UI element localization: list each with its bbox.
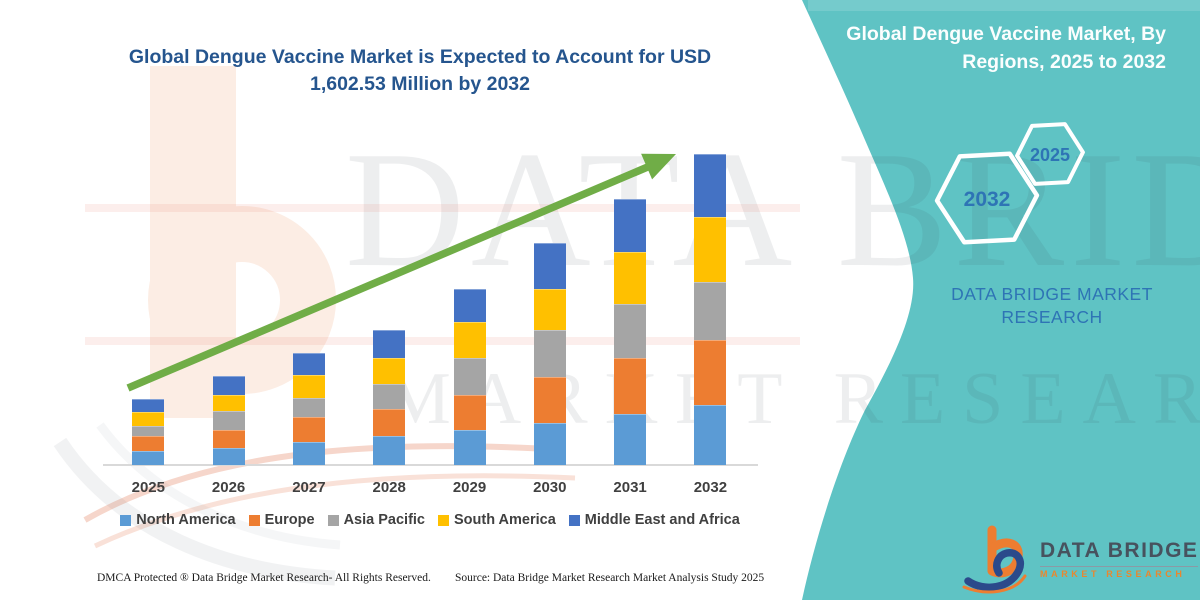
hexagon-2032-label: 2032 — [964, 188, 1011, 211]
right-panel-title-line1: Global Dengue Vaccine Market, By — [846, 23, 1166, 45]
brand-text-line1: DATA BRIDGE MARKET — [951, 284, 1153, 304]
bar-2026 — [212, 376, 245, 465]
bar-2031-south-america — [614, 252, 647, 305]
chart-legend: North America Europe Asia Pacific South Ame… — [95, 512, 765, 528]
bar-2026-europe — [212, 429, 245, 448]
logo-wordmark: DATA BRIDGE — [1040, 539, 1199, 562]
x-axis-label-2029: 2029 — [452, 479, 487, 496]
legend-item-south-america: South America — [438, 512, 556, 528]
year-hexagons: 2032 2025 — [934, 122, 1085, 245]
bar-2031-asia-pacific — [614, 304, 647, 359]
legend-swatch-icon — [568, 514, 580, 526]
dbmr-b-mark-icon — [962, 525, 1027, 594]
legend-label: Europe — [264, 512, 315, 528]
bar-2026-asia-pacific — [212, 411, 245, 430]
bar-2027-north-america — [292, 441, 325, 465]
bar-2032 — [694, 154, 727, 465]
legend-label: North America — [136, 512, 236, 528]
bar-2029-north-america — [453, 430, 486, 465]
bar-2025-north-america — [132, 451, 165, 465]
legend-label: South America — [454, 512, 556, 528]
legend-item-middle-east-and-africa: Middle East and Africa — [568, 512, 740, 528]
bar-2028-north-america — [373, 436, 406, 465]
x-axis-label-2031: 2031 — [613, 479, 647, 496]
bar-2029-europe — [453, 395, 486, 431]
bar-2029-south-america — [453, 321, 486, 358]
x-axis-line — [103, 464, 758, 466]
legend-item-asia-pacific: Asia Pacific — [327, 512, 425, 528]
page-title-line2: 1,602.53 Million by 2032 — [309, 73, 531, 95]
legend-label: Asia Pacific — [343, 512, 425, 528]
legend-swatch-icon — [327, 514, 339, 526]
watermark-stripe — [85, 204, 800, 212]
brand-text-line2: RESEARCH — [1001, 307, 1103, 327]
logo-divider — [1040, 566, 1199, 567]
bar-2026-south-america — [212, 394, 245, 412]
bar-2025-middle-east-and-africa — [132, 399, 165, 412]
bar-2030-north-america — [533, 422, 566, 465]
bar-2027-europe — [292, 416, 325, 442]
bar-2032-europe — [694, 340, 727, 406]
x-axis-label-2027: 2027 — [292, 479, 326, 496]
legend-item-europe: Europe — [248, 512, 315, 528]
x-axis-label-2028: 2028 — [372, 479, 406, 496]
footer-source-text: Source: Data Bridge Market Research Mark… — [455, 572, 765, 584]
bar-2032-south-america — [694, 216, 727, 282]
x-axis-label-2030: 2030 — [533, 479, 567, 496]
bar-2030-middle-east-and-africa — [533, 243, 566, 290]
bar-2032-asia-pacific — [694, 281, 727, 341]
bar-2030-south-america — [533, 289, 566, 330]
bar-2028-middle-east-and-africa — [373, 329, 406, 358]
bar-2028-asia-pacific — [373, 384, 406, 410]
bar-2030-europe — [533, 376, 566, 423]
bar-2029-asia-pacific — [453, 357, 486, 396]
hexagon-2025-icon — [1015, 122, 1085, 186]
hexagon-2032-icon — [934, 151, 1040, 245]
x-axis-label-2026: 2026 — [211, 479, 246, 496]
bar-2025-south-america — [132, 411, 165, 426]
bar-2025-europe — [132, 436, 165, 451]
bar-2030 — [533, 243, 566, 465]
legend-swatch-icon — [120, 514, 132, 526]
bar-2031-middle-east-and-africa — [614, 198, 647, 253]
bar-2026-middle-east-and-africa — [212, 376, 245, 395]
logo-tagline: MARKET RESEARCH — [1040, 569, 1186, 579]
legend-swatch-icon — [248, 514, 260, 526]
bar-2028-south-america — [373, 357, 406, 385]
bar-2027-south-america — [292, 375, 325, 398]
bar-2026-north-america — [212, 447, 245, 465]
bar-2029 — [453, 289, 486, 465]
bar-2027-middle-east-and-africa — [292, 352, 325, 376]
watermark-stripe — [85, 337, 800, 345]
bar-2032-middle-east-and-africa — [694, 154, 727, 217]
x-axis-label-2025: 2025 — [131, 479, 165, 496]
legend-label: Middle East and Africa — [584, 512, 740, 528]
bar-2027 — [292, 352, 325, 465]
x-axis-label-2032: 2032 — [693, 479, 728, 496]
footer-dmca-text: DMCA Protected ® Data Bridge Market Rese… — [97, 572, 431, 584]
bar-2025 — [132, 399, 165, 465]
bar-2031 — [614, 198, 647, 465]
legend-item-north-america: North America — [120, 512, 236, 528]
bar-2030-asia-pacific — [533, 329, 566, 377]
bar-2028-europe — [373, 409, 406, 437]
page-title-line1: Global Dengue Vaccine Market is Expected… — [128, 46, 712, 68]
bar-2025-asia-pacific — [132, 425, 165, 437]
hexagon-2025-label: 2025 — [1030, 145, 1070, 165]
page-title: Global Dengue Vaccine Market is Expected… — [115, 44, 725, 98]
bar-2028 — [373, 329, 406, 465]
brand-text: DATA BRIDGE MARKET RESEARCH — [942, 283, 1162, 329]
right-panel-title: Global Dengue Vaccine Market, By Regions… — [820, 20, 1166, 76]
dbmr-logo: DATA BRIDGE MARKET RESEARCH — [962, 524, 1199, 594]
legend-swatch-icon — [438, 514, 449, 526]
bar-2031-europe — [614, 358, 647, 414]
bar-2031-north-america — [614, 414, 647, 465]
right-panel-title-line2: Regions, 2025 to 2032 — [962, 51, 1166, 73]
bar-2029-middle-east-and-africa — [453, 289, 486, 322]
bar-2027-asia-pacific — [292, 397, 325, 417]
bar-2032-north-america — [694, 405, 727, 465]
